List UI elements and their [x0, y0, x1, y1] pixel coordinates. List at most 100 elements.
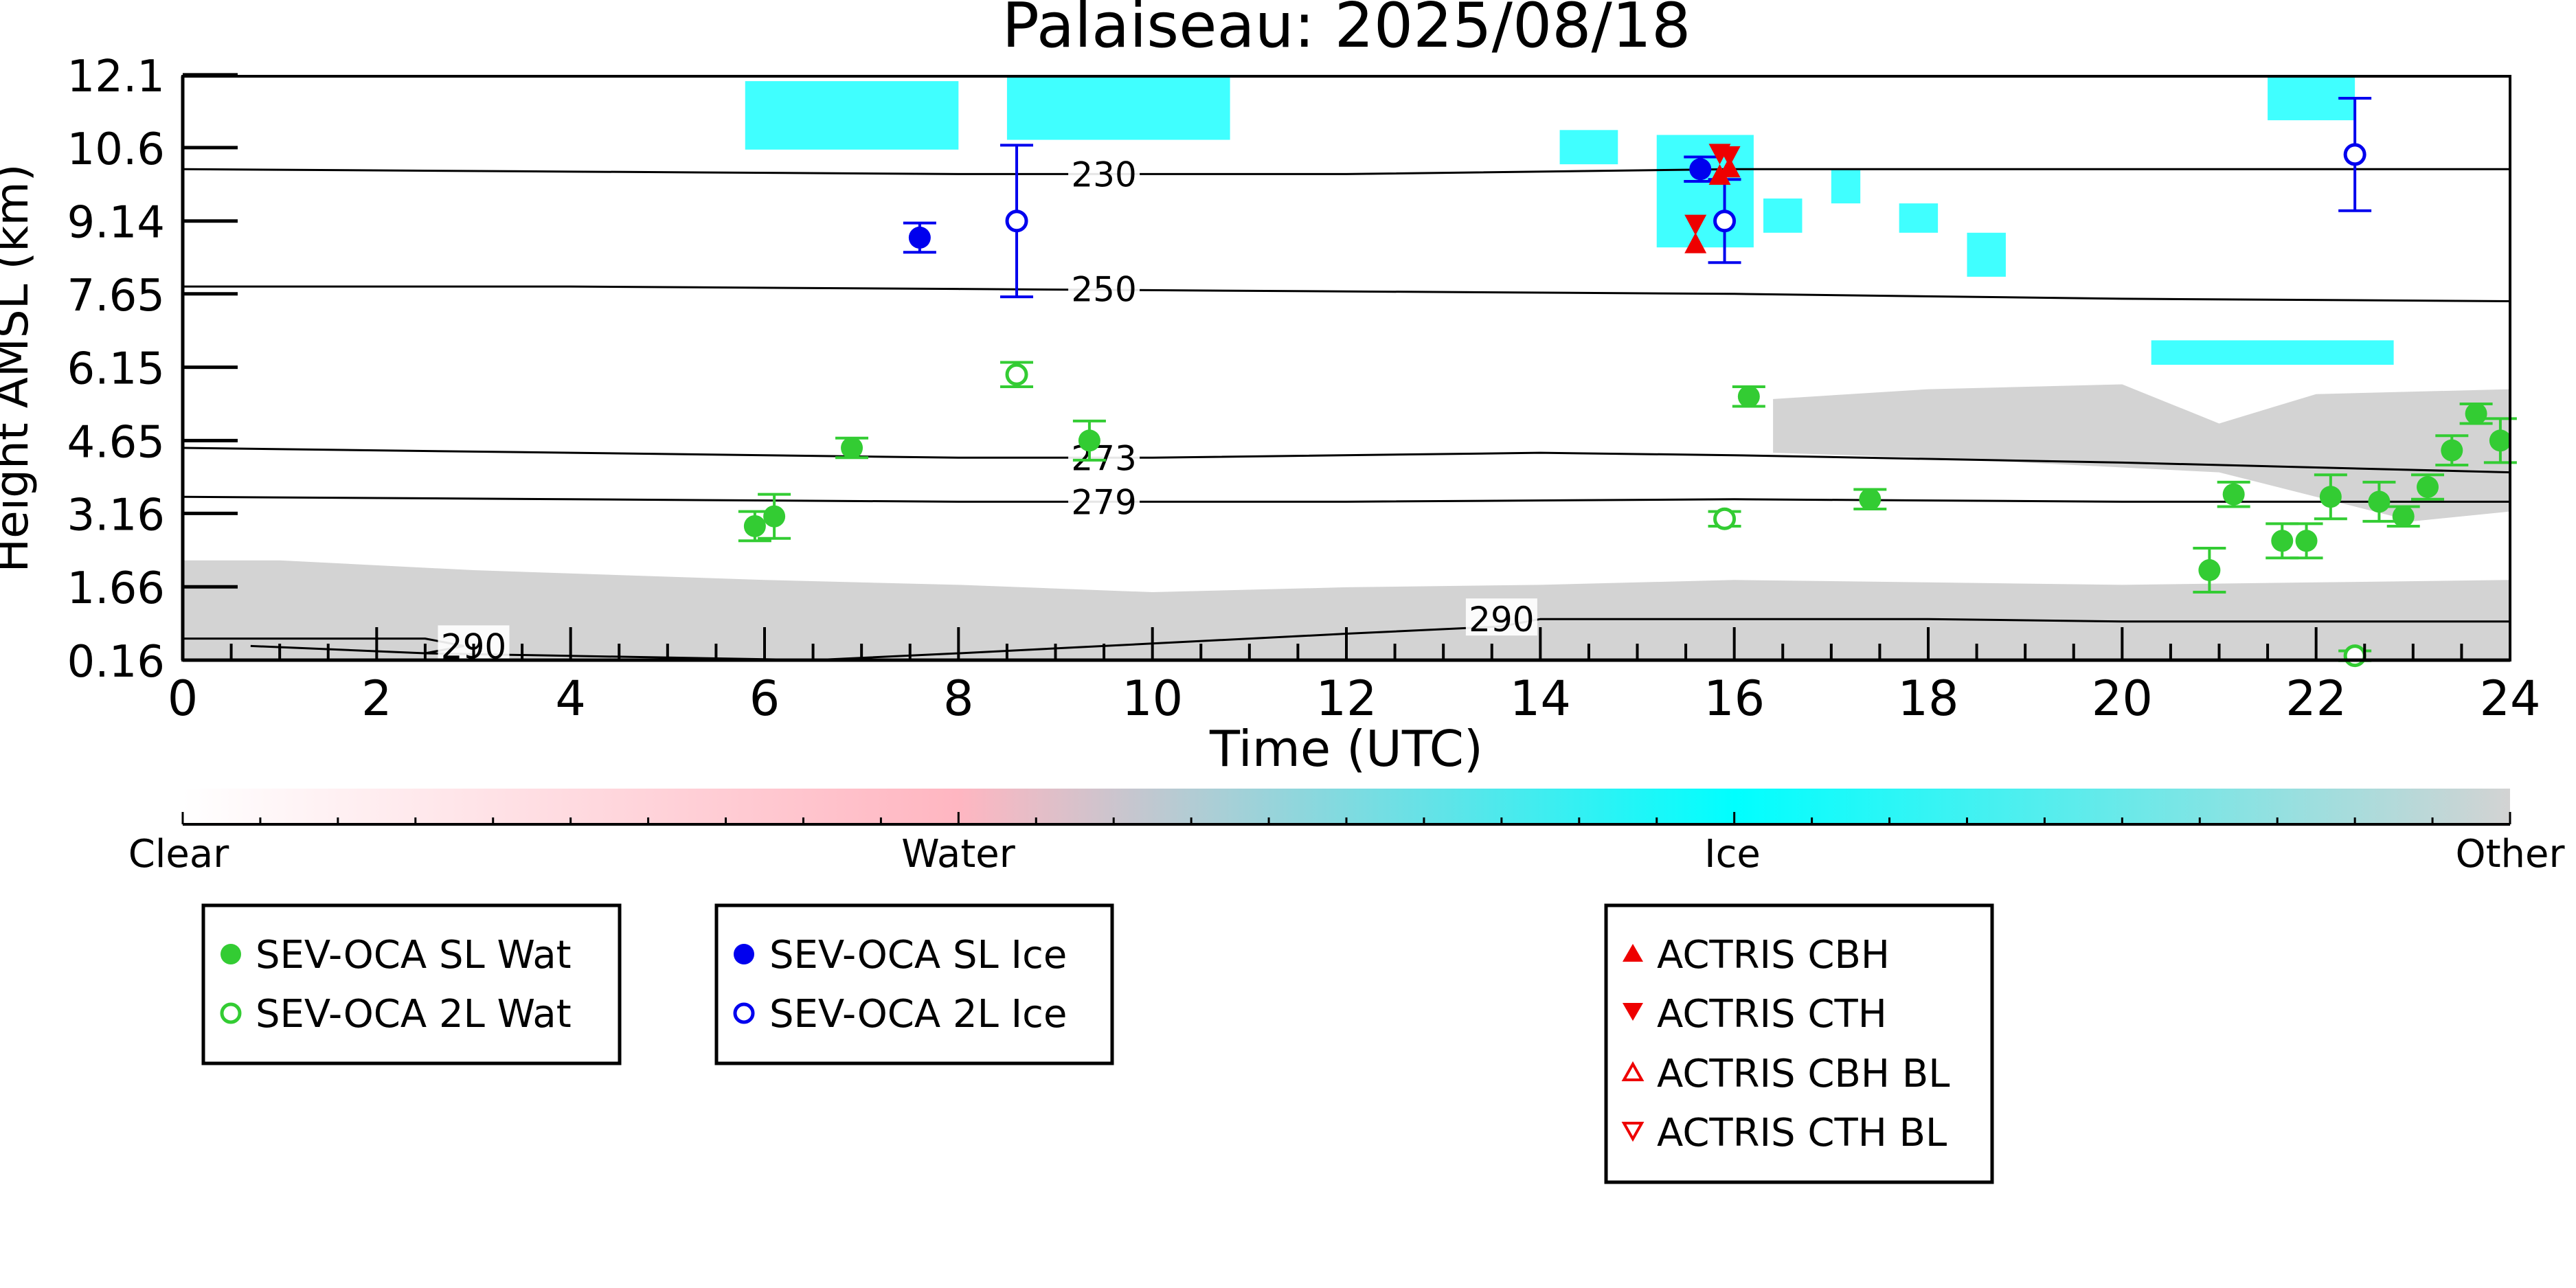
- colorbar-label-clear: Clear: [128, 832, 229, 877]
- marker-4-2: [1718, 157, 1741, 178]
- marker-1-0: [1000, 361, 1034, 389]
- legend-marker-cbh: [1623, 944, 1643, 962]
- colorbar: Clear Water Ice Other: [128, 789, 2565, 877]
- marker-0-3: [1072, 419, 1106, 462]
- isotherm-label-5: 290: [1469, 600, 1534, 640]
- legend-label-cbh-bl: ACTRIS CBH BL: [1657, 1052, 1950, 1096]
- marker-0-10: [2314, 473, 2347, 521]
- legend-sev-oca-water: SEV-OCA SL Wat SEV-OCA 2L Wat: [201, 903, 622, 1065]
- marker-0-8: [2266, 522, 2299, 560]
- isotherm-line-2: [183, 447, 2510, 474]
- point-0-14: [2441, 439, 2463, 462]
- x-tick-label-20: 20: [2092, 670, 2153, 727]
- point-3-1: [1713, 210, 1737, 233]
- marker-0-14: [2435, 434, 2469, 466]
- point-0-11: [2368, 490, 2391, 513]
- x-tick-label-0: 0: [168, 670, 199, 727]
- marker-4-0: [1684, 232, 1707, 253]
- marker-0-15: [2459, 402, 2493, 425]
- legend-label-cth-bl: ACTRIS CTH BL: [1657, 1111, 1947, 1155]
- y-tick-label-3: 4.65: [67, 417, 166, 468]
- point-0-0: [743, 515, 766, 537]
- x-tick-label-6: 6: [749, 670, 780, 727]
- isotherm-label-bg-0: [1068, 153, 1140, 191]
- point-0-3: [1078, 429, 1100, 452]
- x-tick-label-8: 8: [943, 670, 974, 727]
- x-axis-ticks: 0 2 4 6 8 10 12 14 16 18 20 22 24: [168, 627, 2541, 727]
- x-tick-label-18: 18: [1897, 670, 1958, 727]
- marker-3-2: [2338, 97, 2372, 212]
- ice-patch-7: [1967, 232, 2006, 277]
- x-tick-label-22: 22: [2285, 670, 2347, 727]
- marker-2-1: [1684, 155, 1717, 183]
- point-2-0: [908, 226, 931, 249]
- colorbar-label-water: Water: [901, 832, 1016, 877]
- marker-0-6: [2193, 546, 2226, 594]
- point-4-1: [1708, 163, 1731, 185]
- y-tick-label-4: 6.15: [67, 344, 166, 395]
- ice-patch-0: [745, 81, 959, 150]
- y-axis-ticks: 0.16 1.66 3.16 4.65 6.15 7.65 9.14 10.6 12.1: [67, 52, 238, 688]
- point-0-8: [2271, 530, 2294, 552]
- legend-marker-2l-ice: [733, 1002, 755, 1024]
- y-tick-label-8: 12.1: [67, 52, 166, 102]
- y-tick-label-0: 0.16: [67, 637, 166, 688]
- isotherm-label-bg-3: [1068, 481, 1140, 519]
- ice-patch-1: [1006, 76, 1230, 140]
- chart-title: Palaiseau: 2025/08/18: [1002, 0, 1691, 62]
- legend-label-cth: ACTRIS CTH: [1657, 992, 1887, 1037]
- marker-0-11: [2362, 480, 2396, 523]
- legend-label-sl-wat: SEV-OCA SL Wat: [256, 933, 572, 978]
- x-tick-label-2: 2: [361, 670, 392, 727]
- marker-0-7: [2217, 480, 2250, 508]
- legends: SEV-OCA SL Wat SEV-OCA 2L Wat SEV-OCA SL…: [201, 903, 1994, 1184]
- legend-marker-sl-ice: [734, 944, 754, 964]
- isotherm-label-0: 230: [1071, 155, 1136, 194]
- isotherm-label-1: 250: [1071, 270, 1136, 310]
- legend-marker-2l-wat: [220, 1002, 242, 1024]
- legend-marker-cth-bl: [1621, 1122, 1645, 1142]
- marker-0-9: [2290, 522, 2323, 560]
- legend-label-cbh: ACTRIS CBH: [1657, 933, 1890, 978]
- point-4-0: [1684, 232, 1707, 253]
- colorbar-ticks: [181, 812, 2511, 824]
- point-3-2: [2343, 143, 2366, 166]
- legend-label-2l-wat: SEV-OCA 2L Wat: [256, 992, 572, 1037]
- marker-0-5: [1853, 488, 1887, 511]
- marker-0-2: [835, 436, 869, 460]
- isotherm-line-1: [183, 285, 2510, 302]
- marker-2-0: [903, 221, 936, 254]
- x-tick-label-10: 10: [1122, 670, 1183, 727]
- y-tick-label-2: 3.16: [67, 490, 166, 541]
- legend-marker-cbh-bl: [1621, 1061, 1645, 1081]
- point-5-2: [1718, 146, 1741, 167]
- point-0-7: [2222, 483, 2245, 506]
- ice-patch-4: [1763, 198, 1803, 233]
- x-tick-label-14: 14: [1510, 670, 1571, 727]
- marker-4-1: [1708, 163, 1731, 185]
- y-tick-label-1: 1.66: [67, 563, 166, 614]
- marker-5-0: [1684, 214, 1707, 236]
- ice-patch-3: [1656, 135, 1754, 248]
- y-tick-label-6: 9.14: [67, 198, 166, 249]
- x-tick-label-4: 4: [555, 670, 586, 727]
- point-0-4: [1737, 385, 1760, 408]
- point-0-12: [2392, 505, 2415, 528]
- marker-3-0: [1000, 144, 1034, 299]
- classification-background: [183, 76, 2510, 660]
- x-tick-label-24: 24: [2479, 670, 2540, 727]
- point-0-9: [2295, 530, 2318, 552]
- legend-label-sl-ice: SEV-OCA SL Ice: [769, 933, 1067, 978]
- point-0-10: [2319, 486, 2342, 508]
- isotherm-label-bg-5: [1465, 598, 1537, 636]
- y-tick-label-7: 10.6: [67, 124, 166, 175]
- point-0-13: [2417, 475, 2439, 498]
- marker-0-13: [2411, 473, 2445, 501]
- ice-patch-9: [2151, 340, 2394, 365]
- isotherm-label-bg-1: [1068, 268, 1140, 306]
- x-axis-label: Time (UTC): [1209, 720, 1483, 778]
- point-4-2: [1718, 157, 1741, 178]
- x-tick-label-16: 16: [1704, 670, 1765, 727]
- isotherm-line-0: [183, 168, 2510, 175]
